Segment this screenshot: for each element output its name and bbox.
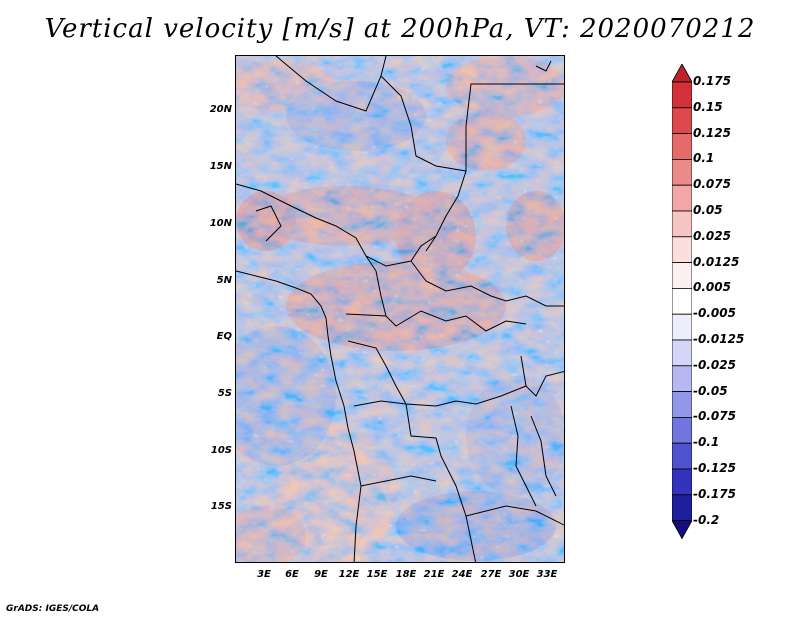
colorbar-label: 0.1 [693, 151, 715, 166]
colorbar-swatch [672, 391, 692, 418]
map-title: Vertical velocity [m/s] at 200hPa, VT: 2… [44, 14, 756, 44]
colorbar-swatch [672, 262, 692, 289]
lat-label-15n: 15N [209, 161, 232, 172]
country-borders [236, 56, 564, 562]
lon-label-9e: 9E [314, 569, 328, 580]
colorbar-label: 0.15 [693, 99, 723, 114]
colorbar-swatch [672, 287, 692, 315]
colorbar-swatch [672, 494, 692, 521]
colorbar-label: 0.025 [693, 228, 731, 243]
colorbar-label: -0.0125 [693, 332, 745, 346]
colorbar-label: -0.05 [693, 383, 728, 398]
color-bar [672, 64, 692, 540]
colorbar-label: -0.025 [693, 357, 736, 372]
colorbar-top-arrow [672, 64, 692, 83]
lon-label-21e: 21E [423, 569, 445, 580]
lon-label-12e: 12E [338, 569, 360, 580]
colorbar-label: -0.1 [693, 435, 720, 450]
colorbar-bottom-arrow [672, 520, 692, 540]
lon-label-27e: 27E [480, 569, 502, 580]
colorbar-swatch [672, 210, 692, 238]
colorbar-swatch [672, 236, 692, 264]
lat-label-20n: 20N [209, 104, 232, 115]
colorbar-swatch [672, 133, 692, 160]
lat-label-5n: 5N [216, 275, 232, 286]
vertical-velocity-field [236, 56, 564, 562]
colorbar-label: -0.175 [693, 486, 736, 501]
colorbar-label: -0.075 [693, 409, 736, 424]
lat-label-10n: 10N [209, 218, 232, 229]
lon-label-24e: 24E [451, 569, 473, 580]
colorbar-swatch [672, 416, 692, 444]
colorbar-label: 0.075 [693, 177, 731, 192]
colorbar-swatch [672, 365, 692, 392]
colorbar-label: -0.2 [693, 512, 720, 527]
lon-label-30e: 30E [508, 569, 530, 580]
colorbar-swatch [672, 184, 692, 212]
colorbar-swatch [672, 442, 692, 470]
lon-label-3e: 3E [257, 569, 271, 580]
colorbar-label: -0.005 [693, 306, 736, 321]
map-panel [235, 55, 565, 563]
colorbar-label: 0.175 [693, 74, 731, 88]
colorbar-swatch [672, 468, 692, 496]
colorbar-label: 0.005 [693, 280, 731, 295]
colorbar-label: 0.05 [693, 203, 723, 217]
lat-label-15s: 15S [210, 501, 232, 512]
colorbar-swatch [672, 339, 692, 367]
colorbar-label: 0.125 [693, 125, 731, 140]
colorbar-swatch [672, 107, 692, 134]
grads-credit: GrADS: IGES/COLA [6, 604, 100, 614]
lat-label-10s: 10S [210, 445, 232, 456]
colorbar-label: -0.125 [693, 461, 736, 475]
lat-label-5s: 5S [217, 388, 232, 399]
colorbar-swatch [672, 159, 692, 186]
lon-label-18e: 18E [395, 569, 417, 580]
lat-label-eq: EQ [216, 331, 232, 342]
colorbar-label: 0.0125 [693, 254, 740, 269]
colorbar-swatch [672, 81, 692, 109]
colorbar-swatch [672, 313, 692, 341]
lon-label-15e: 15E [366, 569, 388, 580]
lon-label-6e: 6E [285, 569, 299, 580]
lon-label-33e: 33E [536, 569, 558, 580]
